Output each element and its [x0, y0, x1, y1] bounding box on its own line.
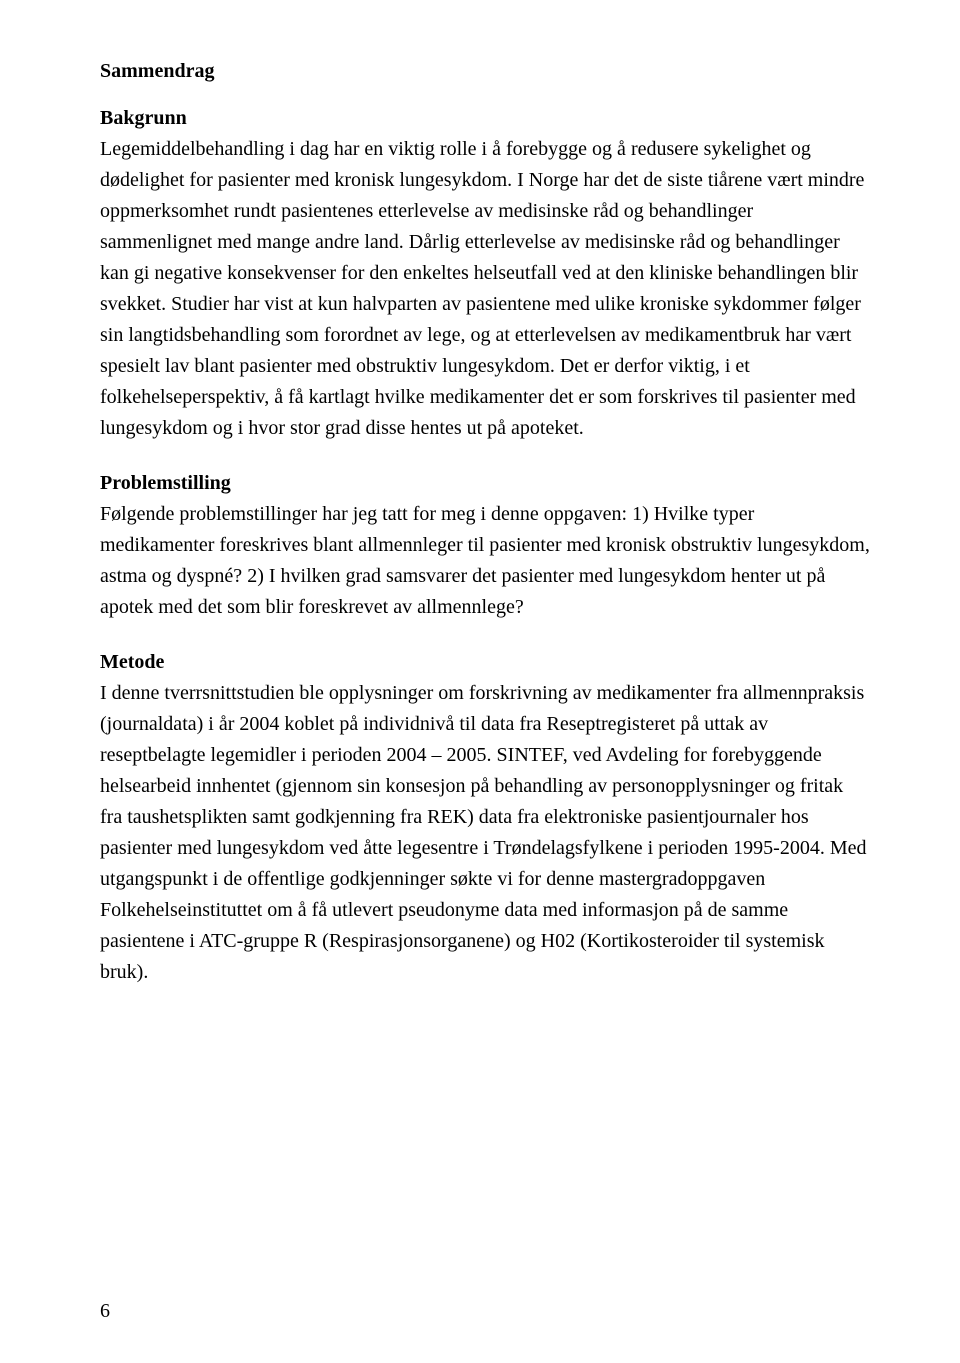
background-heading: Bakgrunn: [100, 107, 870, 130]
method-paragraph: I denne tverrsnittstudien ble opplysning…: [100, 678, 870, 988]
main-heading: Sammendrag: [100, 60, 870, 83]
problem-heading: Problemstilling: [100, 472, 870, 495]
method-heading: Metode: [100, 651, 870, 674]
document-page: Sammendrag Bakgrunn Legemiddelbehandling…: [0, 0, 960, 1363]
background-paragraph: Legemiddelbehandling i dag har en viktig…: [100, 134, 870, 444]
page-number: 6: [100, 1300, 110, 1323]
problem-paragraph: Følgende problemstillinger har jeg tatt …: [100, 499, 870, 623]
